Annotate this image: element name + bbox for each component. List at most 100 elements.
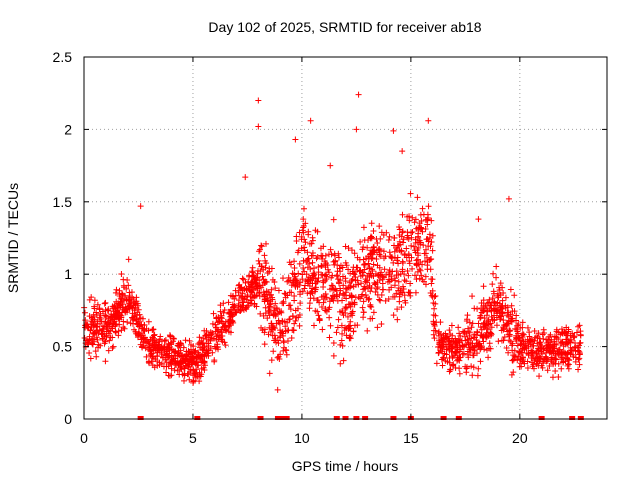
data-point bbox=[468, 363, 475, 370]
data-point bbox=[369, 254, 376, 261]
data-point bbox=[480, 323, 487, 330]
data-point bbox=[329, 282, 336, 289]
data-point bbox=[498, 327, 505, 334]
data-point bbox=[112, 311, 119, 318]
data-point bbox=[305, 228, 312, 235]
data-point bbox=[306, 260, 313, 267]
data-point bbox=[319, 271, 326, 278]
data-point-peak bbox=[399, 148, 406, 155]
data-point bbox=[320, 279, 327, 286]
data-point bbox=[263, 288, 270, 295]
data-point bbox=[292, 283, 299, 290]
data-point bbox=[108, 313, 115, 320]
data-point bbox=[266, 303, 273, 310]
data-point bbox=[458, 337, 465, 344]
data-point bbox=[190, 358, 197, 365]
data-point bbox=[360, 309, 367, 316]
data-point bbox=[276, 309, 283, 316]
data-point bbox=[361, 266, 368, 273]
data-point bbox=[139, 344, 146, 351]
data-point bbox=[134, 321, 141, 328]
data-point bbox=[291, 265, 298, 272]
data-point bbox=[118, 270, 125, 277]
data-point bbox=[484, 325, 491, 332]
data-point bbox=[314, 228, 321, 235]
data-point bbox=[374, 262, 381, 269]
data-point bbox=[250, 294, 257, 301]
data-point bbox=[133, 294, 140, 301]
data-point bbox=[366, 295, 373, 302]
data-point bbox=[426, 257, 433, 264]
data-point bbox=[413, 276, 420, 283]
data-point bbox=[351, 322, 358, 329]
data-point bbox=[258, 243, 265, 250]
data-point bbox=[339, 297, 346, 304]
data-point bbox=[421, 258, 428, 265]
data-point bbox=[405, 272, 412, 279]
data-point bbox=[335, 316, 342, 323]
data-point bbox=[199, 346, 206, 353]
data-point bbox=[391, 234, 398, 241]
data-point bbox=[425, 203, 432, 210]
data-point bbox=[217, 334, 224, 341]
data-point bbox=[240, 306, 247, 313]
data-point bbox=[540, 345, 547, 352]
data-point bbox=[316, 316, 323, 323]
data-point bbox=[340, 290, 347, 297]
data-point bbox=[535, 345, 542, 352]
data-point bbox=[370, 309, 377, 316]
data-point bbox=[394, 306, 401, 313]
data-point bbox=[307, 277, 314, 284]
data-point bbox=[125, 296, 132, 303]
data-point bbox=[205, 340, 212, 347]
data-point bbox=[350, 283, 357, 290]
data-point bbox=[270, 312, 277, 319]
data-point bbox=[232, 287, 239, 294]
data-point bbox=[154, 362, 161, 369]
data-point bbox=[378, 229, 385, 236]
data-point bbox=[99, 308, 106, 315]
data-point bbox=[483, 302, 490, 309]
data-point bbox=[198, 337, 205, 344]
data-point bbox=[403, 245, 410, 252]
data-point bbox=[309, 237, 316, 244]
data-point bbox=[557, 352, 564, 359]
data-point bbox=[486, 296, 493, 303]
data-point bbox=[395, 271, 402, 278]
data-point bbox=[533, 350, 540, 357]
data-point bbox=[272, 300, 279, 307]
data-point bbox=[406, 258, 413, 265]
data-point bbox=[211, 358, 218, 365]
data-point bbox=[406, 217, 413, 224]
data-point bbox=[88, 294, 95, 301]
data-point bbox=[301, 236, 308, 243]
data-point bbox=[186, 348, 193, 355]
data-point bbox=[334, 324, 341, 331]
data-point bbox=[284, 338, 291, 345]
data-point bbox=[310, 270, 317, 277]
data-point bbox=[535, 362, 542, 369]
data-point bbox=[509, 340, 516, 347]
data-point bbox=[549, 374, 556, 381]
data-point bbox=[319, 252, 326, 259]
data-point bbox=[295, 314, 302, 321]
data-point bbox=[476, 340, 483, 347]
data-point bbox=[283, 351, 290, 358]
data-point bbox=[499, 297, 506, 304]
data-point bbox=[260, 312, 267, 319]
data-point bbox=[160, 363, 167, 370]
data-point bbox=[202, 349, 209, 356]
data-point bbox=[543, 336, 550, 343]
data-point bbox=[296, 322, 303, 329]
data-point bbox=[262, 240, 269, 247]
data-point bbox=[249, 269, 256, 276]
data-point bbox=[412, 289, 419, 296]
data-point bbox=[343, 304, 350, 311]
data-point bbox=[145, 318, 152, 325]
x-tick-label: 10 bbox=[294, 430, 310, 446]
data-point bbox=[411, 272, 418, 279]
data-point-zero bbox=[257, 416, 264, 420]
data-point bbox=[343, 262, 350, 269]
data-point bbox=[493, 274, 500, 281]
data-point bbox=[461, 328, 468, 335]
